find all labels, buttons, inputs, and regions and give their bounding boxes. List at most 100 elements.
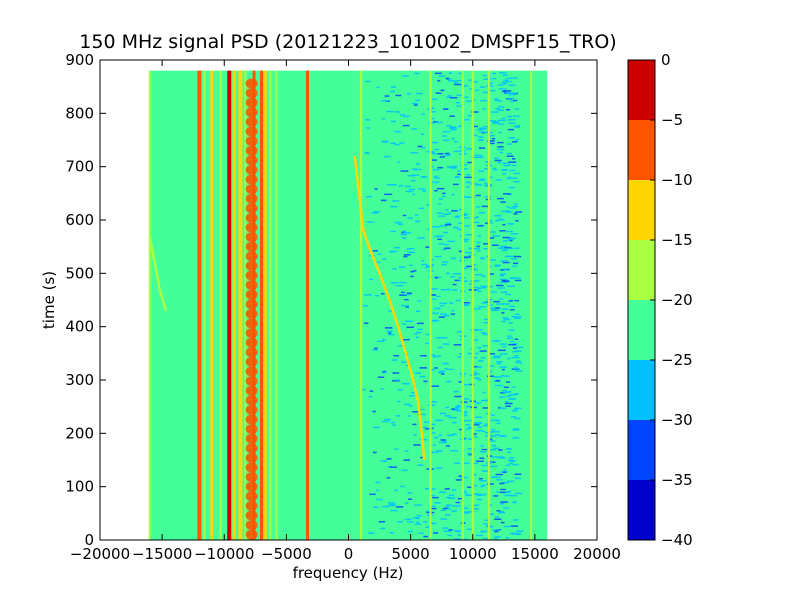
- noise-speck: [482, 108, 487, 110]
- noise-speck: [395, 415, 401, 417]
- noise-speck: [431, 152, 437, 155]
- noise-speck: [414, 523, 422, 525]
- noise-speck: [458, 475, 462, 477]
- noise-speck: [452, 489, 457, 491]
- noise-speck: [421, 263, 428, 266]
- noise-speck: [471, 286, 479, 289]
- noise-speck: [457, 534, 461, 536]
- noise-speck: [514, 317, 521, 320]
- noise-speck: [442, 343, 450, 345]
- noise-speck: [508, 186, 516, 189]
- noise-speck: [514, 211, 523, 213]
- noise-speck: [507, 223, 515, 225]
- noise-speck: [376, 340, 385, 343]
- noise-speck: [489, 273, 494, 275]
- noise-speck: [498, 100, 503, 102]
- noise-speck: [417, 237, 425, 239]
- noise-speck: [514, 203, 518, 205]
- x-tick-label: 10000: [449, 545, 497, 563]
- noise-speck: [465, 423, 471, 426]
- noise-speck: [431, 298, 437, 300]
- noise-speck: [496, 422, 501, 425]
- noise-speck: [377, 376, 385, 378]
- noise-speck: [487, 365, 495, 367]
- noise-speck: [476, 156, 484, 158]
- noise-speck: [495, 379, 500, 382]
- noise-speck: [475, 416, 483, 419]
- noise-speck: [430, 488, 436, 490]
- noise-speck: [464, 512, 469, 514]
- noise-speck: [496, 456, 505, 458]
- x-tick-label: 15000: [511, 545, 559, 563]
- noise-speck: [499, 482, 505, 485]
- noise-speck: [387, 419, 392, 421]
- colorbar-segment: [628, 180, 655, 240]
- noise-speck: [450, 96, 458, 99]
- y-tick-label: 400: [65, 318, 94, 336]
- noise-speck: [434, 436, 439, 439]
- noise-speck: [476, 128, 484, 131]
- doppler-trace: [353, 155, 426, 461]
- x-tick-label: −20000: [70, 545, 130, 563]
- noise-speck: [496, 362, 502, 365]
- noise-speck: [421, 426, 428, 429]
- noise-speck: [491, 309, 499, 311]
- noise-speck: [513, 99, 518, 102]
- noise-speck: [502, 83, 507, 85]
- noise-speck: [499, 491, 506, 494]
- dotted-column-bead: [245, 529, 258, 540]
- noise-speck: [441, 362, 450, 365]
- noise-speck: [441, 440, 447, 442]
- noise-speck: [506, 177, 510, 180]
- noise-speck: [479, 350, 487, 352]
- noise-speck: [504, 494, 512, 497]
- noise-speck: [394, 379, 401, 381]
- noise-speck: [403, 254, 411, 256]
- noise-speck: [489, 438, 493, 440]
- noise-speck: [473, 308, 482, 310]
- noise-speck: [416, 322, 424, 325]
- noise-speck: [466, 100, 472, 103]
- noise-speck: [390, 90, 395, 93]
- noise-speck: [497, 349, 506, 352]
- noise-speck: [397, 223, 404, 225]
- noise-speck: [394, 448, 399, 450]
- noise-speck: [473, 433, 477, 435]
- noise-speck: [437, 238, 442, 241]
- noise-speck: [483, 321, 491, 324]
- noise-speck: [462, 383, 469, 386]
- noise-speck: [449, 302, 454, 304]
- noise-speck: [375, 498, 383, 501]
- noise-speck: [479, 86, 486, 88]
- noise-speck: [443, 530, 452, 532]
- noise-speck: [473, 329, 478, 331]
- noise-speck: [388, 332, 392, 334]
- noise-speck: [399, 281, 407, 284]
- doppler-trace-layer: [148, 155, 426, 461]
- noise-speck: [462, 398, 470, 400]
- noise-speck: [412, 270, 417, 272]
- noise-speck: [429, 432, 436, 434]
- noise-speck: [438, 215, 445, 217]
- noise-speck: [478, 147, 486, 149]
- noise-speck: [511, 158, 516, 160]
- noise-speck: [475, 534, 483, 537]
- noise-speck: [402, 124, 410, 127]
- noise-speck: [478, 212, 486, 214]
- noise-speck: [483, 78, 492, 80]
- noise-speck: [463, 302, 470, 304]
- y-tick-label: 200: [65, 424, 94, 442]
- noise-speck: [505, 536, 510, 539]
- noise-speck: [502, 172, 507, 175]
- noise-speck: [463, 256, 471, 258]
- noise-speck: [430, 427, 434, 430]
- noise-speck: [504, 400, 509, 403]
- noise-speck: [368, 532, 374, 534]
- noise-speck: [474, 280, 480, 282]
- noise-speck: [484, 432, 490, 434]
- noise-speck: [506, 451, 511, 454]
- noise-speck: [419, 456, 424, 459]
- y-tick-label: 500: [65, 264, 94, 282]
- noise-speck: [488, 513, 495, 516]
- noise-speck: [516, 360, 521, 362]
